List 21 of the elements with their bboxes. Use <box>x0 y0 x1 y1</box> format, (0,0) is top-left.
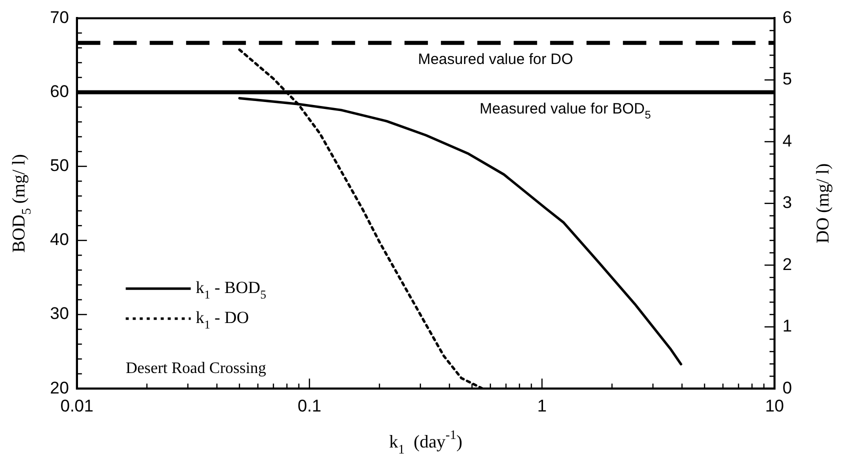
y2-axis-title: DO (mg/ l) <box>812 163 833 244</box>
x-tick-label: 1 <box>537 396 547 416</box>
y2-tick-label: 0 <box>782 378 792 398</box>
y2-tick-label: 5 <box>782 70 792 89</box>
y-tick-label: 50 <box>50 156 69 176</box>
x-tick-label: 0.1 <box>298 396 322 416</box>
y-axis-title: BOD5 (mg/ l) <box>8 154 34 253</box>
y-tick-label: 40 <box>50 230 69 250</box>
y-tick-label: 60 <box>50 82 69 101</box>
y2-tick-label: 4 <box>782 131 792 150</box>
y2-tick-label: 1 <box>782 316 792 336</box>
ref-line-label: Measured value for DO <box>418 51 574 68</box>
y-tick-label: 30 <box>50 304 69 324</box>
x-tick-label: 10 <box>765 396 784 416</box>
y-tick-label: 70 <box>50 8 69 27</box>
y2-tick-label: 3 <box>782 193 792 212</box>
x-tick-label: 0.01 <box>60 396 94 416</box>
y-tick-label: 20 <box>50 378 69 398</box>
y2-tick-label: 2 <box>782 254 792 274</box>
annotation: Desert Road Crossing <box>126 360 266 377</box>
y2-tick-label: 6 <box>782 8 792 27</box>
